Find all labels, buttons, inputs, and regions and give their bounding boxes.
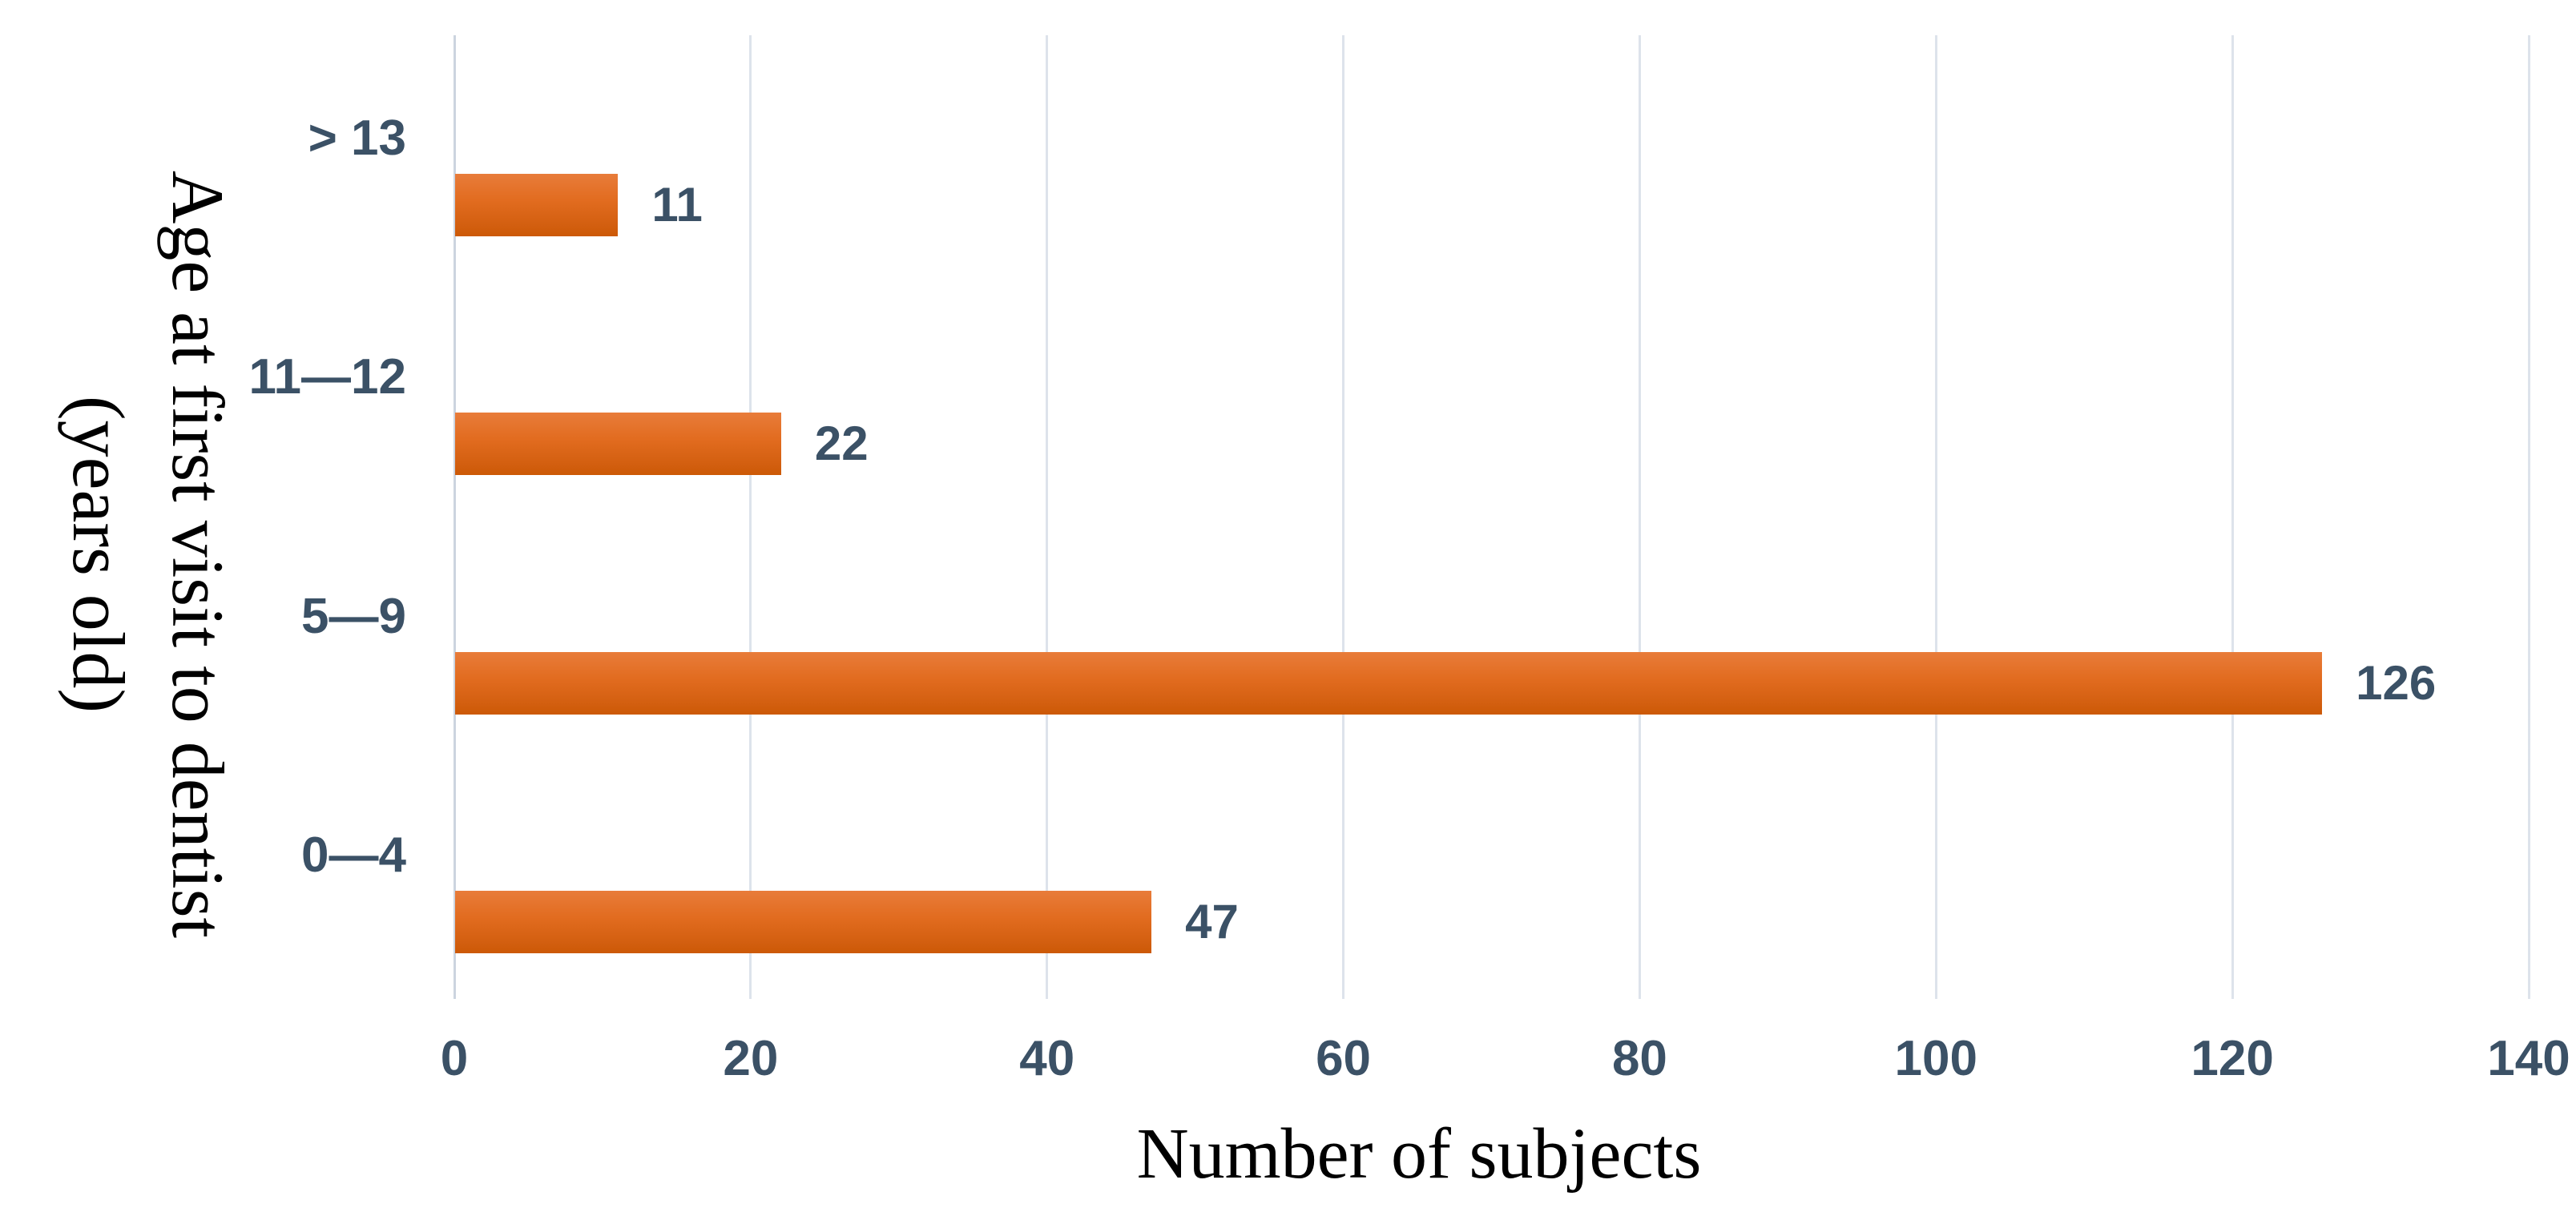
gridline-x-100 bbox=[1934, 35, 1937, 999]
gridline-x-20 bbox=[749, 35, 752, 999]
bar bbox=[455, 174, 619, 236]
x-tick-label-120: 120 bbox=[2191, 1031, 2274, 1086]
category-label: 0—4 bbox=[301, 827, 406, 883]
gridline-x-120 bbox=[2231, 35, 2234, 999]
bar bbox=[455, 651, 2323, 715]
y-axis-line bbox=[453, 35, 456, 999]
value-label: 22 bbox=[814, 417, 869, 471]
category-label: > 13 bbox=[308, 111, 406, 166]
value-label: 47 bbox=[1185, 894, 1239, 948]
gridline-x-40 bbox=[1046, 35, 1049, 999]
x-tick-label-20: 20 bbox=[723, 1031, 779, 1086]
x-tick-label-60: 60 bbox=[1316, 1031, 1372, 1086]
gridline-x-140 bbox=[2527, 35, 2530, 999]
bar bbox=[455, 413, 781, 476]
category-label: 5—9 bbox=[301, 588, 406, 644]
value-label: 11 bbox=[651, 178, 703, 232]
value-label: 126 bbox=[2356, 655, 2437, 710]
x-tick-label-100: 100 bbox=[1894, 1031, 1978, 1086]
category-label: 11—12 bbox=[248, 349, 406, 405]
x-tick-label-80: 80 bbox=[1611, 1031, 1667, 1086]
x-tick-label-0: 0 bbox=[440, 1031, 469, 1086]
x-axis-title: Number of subjects bbox=[1136, 1114, 1702, 1194]
bar bbox=[455, 890, 1152, 953]
gridline-x-60 bbox=[1342, 35, 1345, 999]
x-tick-label-40: 40 bbox=[1019, 1031, 1075, 1086]
gridline-x-80 bbox=[1638, 35, 1641, 999]
x-tick-label-140: 140 bbox=[2487, 1031, 2570, 1086]
